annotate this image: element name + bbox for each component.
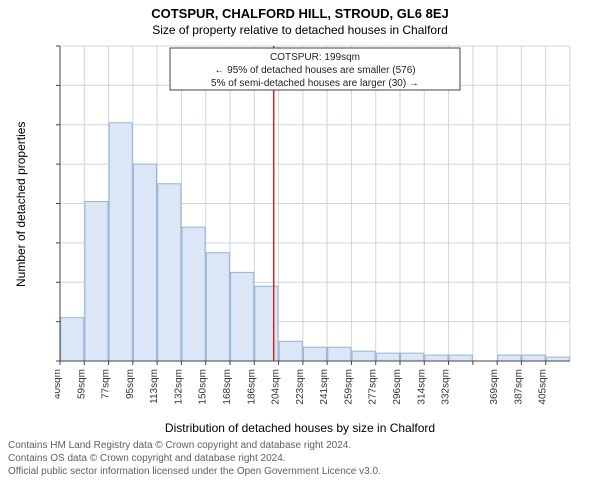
histogram-bar [376,353,399,361]
footer-line: Contains OS data © Crown copyright and d… [8,452,592,465]
x-tick-label: 150sqm [198,369,209,405]
x-tick-label: 186sqm [246,369,257,405]
chart-title: COTSPUR, CHALFORD HILL, STROUD, GL6 8EJ [0,0,600,21]
histogram-plot: 02040608010012014016040sqm59sqm77sqm95sq… [55,41,575,421]
x-tick-label: 113sqm [149,369,160,404]
x-tick-label: 59sqm [76,369,87,399]
histogram-bar [158,184,181,361]
chart-subtitle: Size of property relative to detached ho… [0,21,600,37]
histogram-bar [401,353,424,361]
x-tick-label: 77sqm [101,369,112,399]
histogram-bar [255,286,278,361]
histogram-bar [206,253,229,361]
x-tick-label: 132sqm [173,369,184,405]
x-tick-label: 387sqm [513,369,524,405]
histogram-bar [352,351,375,361]
histogram-bar [279,341,302,361]
x-tick-label: 95sqm [125,369,136,399]
histogram-bar [546,357,569,361]
footer: Contains HM Land Registry data © Crown c… [0,435,600,478]
histogram-bar [133,164,156,361]
histogram-bar [182,227,205,361]
footer-line: Official public sector information licen… [8,465,592,478]
annotation-line: 5% of semi-detached houses are larger (3… [211,78,419,89]
histogram-bar [61,318,84,361]
chart-area: Number of detached properties 0204060801… [0,37,600,419]
x-tick-label: 204sqm [271,369,282,405]
footer-line: Contains HM Land Registry data © Crown c… [8,439,592,452]
x-tick-label: 40sqm [55,369,63,399]
histogram-bar [522,355,545,361]
x-tick-label: 168sqm [222,369,233,405]
x-tick-label: 314sqm [416,369,427,405]
histogram-bar [328,347,351,361]
histogram-bar [303,347,326,361]
x-tick-label: 223sqm [295,369,306,405]
x-tick-label: 296sqm [392,369,403,405]
x-tick-label: 405sqm [538,369,549,405]
x-tick-label: 259sqm [343,369,354,405]
x-tick-label: 369sqm [489,369,500,405]
y-axis-label: Number of detached properties [14,121,28,286]
annotation-line: COTSPUR: 199sqm [270,52,360,63]
annotation-line: ← 95% of detached houses are smaller (57… [214,65,415,76]
x-tick-label: 332sqm [441,369,452,405]
histogram-bar [109,123,132,361]
x-axis-label: Distribution of detached houses by size … [0,421,600,435]
x-tick-label: 241sqm [319,369,330,405]
histogram-bar [449,355,472,361]
histogram-bar [85,202,108,361]
x-tick-label: 277sqm [368,369,379,405]
histogram-bar [425,355,448,361]
histogram-bar [498,355,521,361]
histogram-bar [231,272,254,361]
